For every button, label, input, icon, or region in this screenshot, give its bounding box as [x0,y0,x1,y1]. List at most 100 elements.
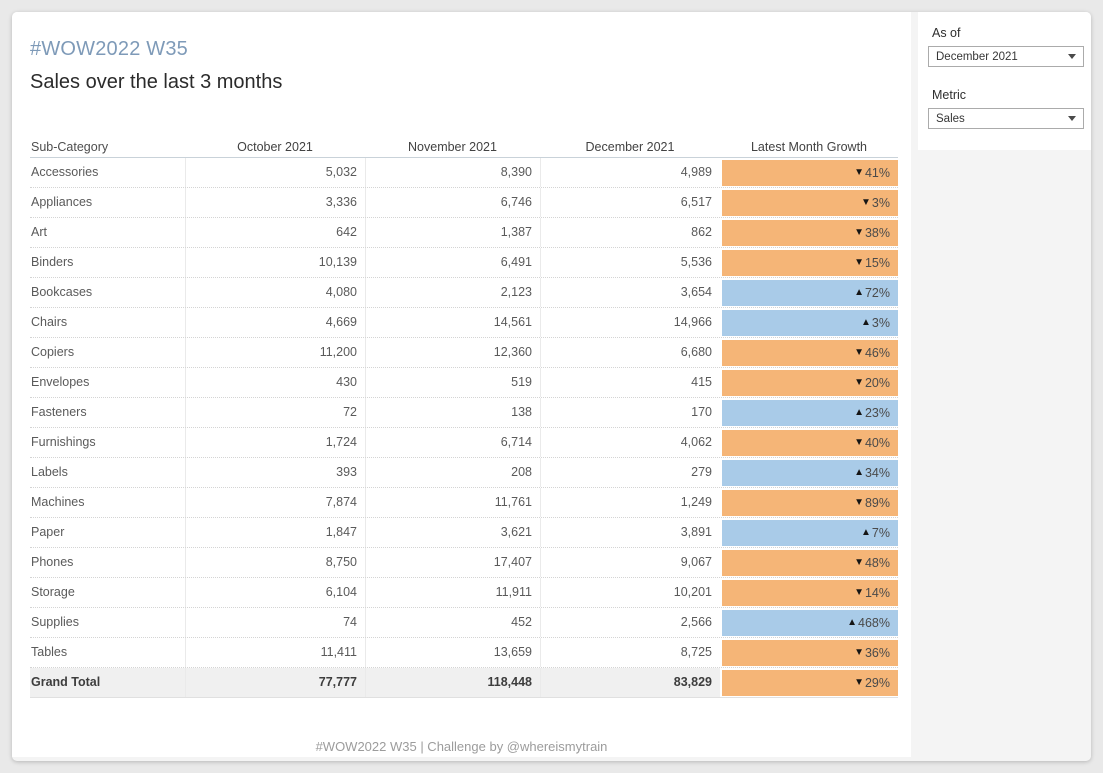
growth-bar[interactable]: ▲ 72% [722,279,898,306]
november-value[interactable]: 17,407 [365,548,540,577]
november-value[interactable]: 14,561 [365,308,540,337]
row-label[interactable]: Phones [31,555,74,569]
row-label[interactable]: Chairs [31,315,68,329]
metric-dropdown[interactable]: Sales [928,108,1084,129]
october-value[interactable]: 72 [185,398,365,427]
december-value[interactable]: 415 [540,368,720,397]
october-value[interactable]: 7,874 [185,488,365,517]
november-value[interactable]: 6,491 [365,248,540,277]
column-header-december[interactable]: December 2021 [585,140,675,154]
november-value[interactable]: 3,621 [365,518,540,547]
row-label[interactable]: Furnishings [31,435,96,449]
column-header-november[interactable]: November 2021 [408,140,497,154]
growth-bar[interactable]: ▲ 468% [722,609,898,636]
december-value[interactable]: 279 [540,458,720,487]
row-label[interactable]: Tables [31,645,68,659]
growth-bar[interactable]: ▼ 46% [722,339,898,366]
growth-bar[interactable]: ▼ 48% [722,549,898,576]
november-value[interactable]: 138 [365,398,540,427]
growth-cell: ▲ 7% [720,518,898,547]
december-value[interactable]: 3,891 [540,518,720,547]
october-value[interactable]: 430 [185,368,365,397]
growth-bar[interactable]: ▼ 29% [722,669,898,696]
column-header-subcategory[interactable]: Sub-Category [31,140,109,154]
december-value[interactable]: 1,249 [540,488,720,517]
row-label[interactable]: Machines [31,495,85,509]
october-value[interactable]: 393 [185,458,365,487]
november-value[interactable]: 12,360 [365,338,540,367]
november-value[interactable]: 6,714 [365,428,540,457]
row-label[interactable]: Labels [31,465,68,479]
october-value[interactable]: 642 [185,218,365,247]
growth-bar[interactable]: ▼ 15% [722,249,898,276]
row-label[interactable]: Bookcases [31,285,93,299]
december-value[interactable]: 14,966 [540,308,720,337]
growth-bar[interactable]: ▼ 20% [722,369,898,396]
november-value[interactable]: 13,659 [365,638,540,667]
row-label[interactable]: Supplies [31,615,79,629]
growth-bar[interactable]: ▲ 7% [722,519,898,546]
december-value[interactable]: 83,829 [540,668,720,697]
as-of-dropdown[interactable]: December 2021 [928,46,1084,67]
november-value[interactable]: 11,911 [365,578,540,607]
december-value[interactable]: 9,067 [540,548,720,577]
column-header-october[interactable]: October 2021 [237,140,313,154]
growth-bar[interactable]: ▼ 89% [722,489,898,516]
row-label[interactable]: Accessories [31,165,99,179]
december-value[interactable]: 6,517 [540,188,720,217]
column-header-growth[interactable]: Latest Month Growth [750,140,868,154]
november-value[interactable]: 6,746 [365,188,540,217]
october-value[interactable]: 8,750 [185,548,365,577]
row-label[interactable]: Storage [31,585,75,599]
growth-bar[interactable]: ▼ 38% [722,219,898,246]
october-value[interactable]: 6,104 [185,578,365,607]
row-label[interactable]: Appliances [31,195,93,209]
december-value[interactable]: 6,680 [540,338,720,367]
november-value[interactable]: 208 [365,458,540,487]
october-value[interactable]: 77,777 [185,668,365,697]
december-value[interactable]: 4,062 [540,428,720,457]
growth-bar[interactable]: ▲ 3% [722,309,898,336]
october-value[interactable]: 11,200 [185,338,365,367]
november-value[interactable]: 1,387 [365,218,540,247]
december-value[interactable]: 4,989 [540,158,720,187]
december-value[interactable]: 2,566 [540,608,720,637]
november-value[interactable]: 8,390 [365,158,540,187]
december-value[interactable]: 5,536 [540,248,720,277]
growth-bar[interactable]: ▲ 23% [722,399,898,426]
row-label[interactable]: Fasteners [31,405,87,419]
november-value[interactable]: 519 [365,368,540,397]
october-value[interactable]: 74 [185,608,365,637]
row-label[interactable]: Paper [31,525,65,539]
november-value[interactable]: 2,123 [365,278,540,307]
row-label[interactable]: Copiers [31,345,75,359]
october-value[interactable]: 1,847 [185,518,365,547]
row-label[interactable]: Binders [31,255,74,269]
growth-bar[interactable]: ▼ 3% [722,189,898,216]
december-value[interactable]: 170 [540,398,720,427]
growth-bar[interactable]: ▼ 41% [722,159,898,186]
december-value[interactable]: 3,654 [540,278,720,307]
row-label[interactable]: Art [31,225,47,239]
october-value[interactable]: 4,669 [185,308,365,337]
row-label[interactable]: Grand Total [30,668,185,697]
october-value[interactable]: 4,080 [185,278,365,307]
november-value[interactable]: 11,761 [365,488,540,517]
row-label[interactable]: Envelopes [31,375,90,389]
october-value[interactable]: 1,724 [185,428,365,457]
metric-filter: Metric Sales [928,88,1084,129]
october-value[interactable]: 3,336 [185,188,365,217]
october-value[interactable]: 5,032 [185,158,365,187]
december-value[interactable]: 10,201 [540,578,720,607]
december-value[interactable]: 8,725 [540,638,720,667]
december-value[interactable]: 862 [540,218,720,247]
november-value[interactable]: 452 [365,608,540,637]
growth-bar[interactable]: ▼ 14% [722,579,898,606]
growth-bar[interactable]: ▼ 36% [722,639,898,666]
october-value[interactable]: 10,139 [185,248,365,277]
october-value[interactable]: 11,411 [185,638,365,667]
growth-bar[interactable]: ▼ 40% [722,429,898,456]
growth-direction-icon: ▲ [861,527,871,538]
november-value[interactable]: 118,448 [365,668,540,697]
growth-bar[interactable]: ▲ 34% [722,459,898,486]
